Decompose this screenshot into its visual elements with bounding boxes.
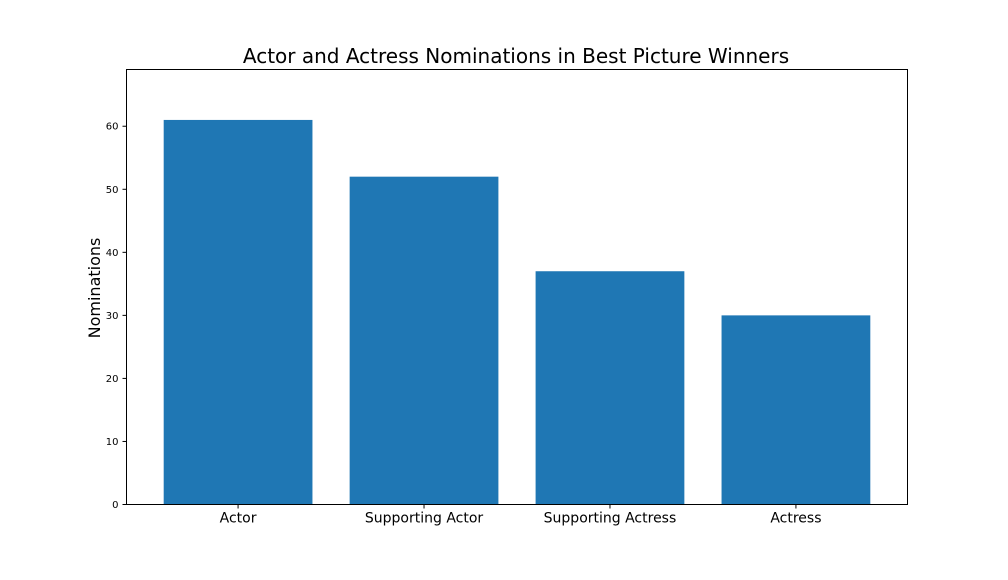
y-tick-label: 0 [112,500,118,511]
y-tick-label: 50 [106,185,119,196]
x-tick-label: Actor [220,511,257,527]
bar-supporting-actor [349,176,499,505]
y-tick-label: 60 [106,122,119,133]
x-tick-label: Supporting Actor [365,511,484,527]
x-axis-ticks: Actor Supporting Actor Supporting Actress A… [220,504,822,527]
y-tick-label: 10 [106,437,119,448]
x-tick-label: Actress [770,511,821,527]
bars-layer [163,119,871,505]
y-tick-label: 40 [106,248,119,259]
x-tick-label: Supporting Actress [544,511,677,527]
bar-actor [163,119,313,505]
y-axis-label: Nominations [85,238,104,339]
y-axis-ticks: 0 10 20 30 40 50 60 [106,122,127,511]
bar-actress [721,315,871,505]
y-tick-label: 20 [106,374,119,385]
plot-frame [126,69,908,505]
y-tick-label: 30 [106,311,119,322]
bar-supporting-actress [535,271,685,505]
chart-title: Actor and Actress Nominations in Best Pi… [243,44,789,68]
